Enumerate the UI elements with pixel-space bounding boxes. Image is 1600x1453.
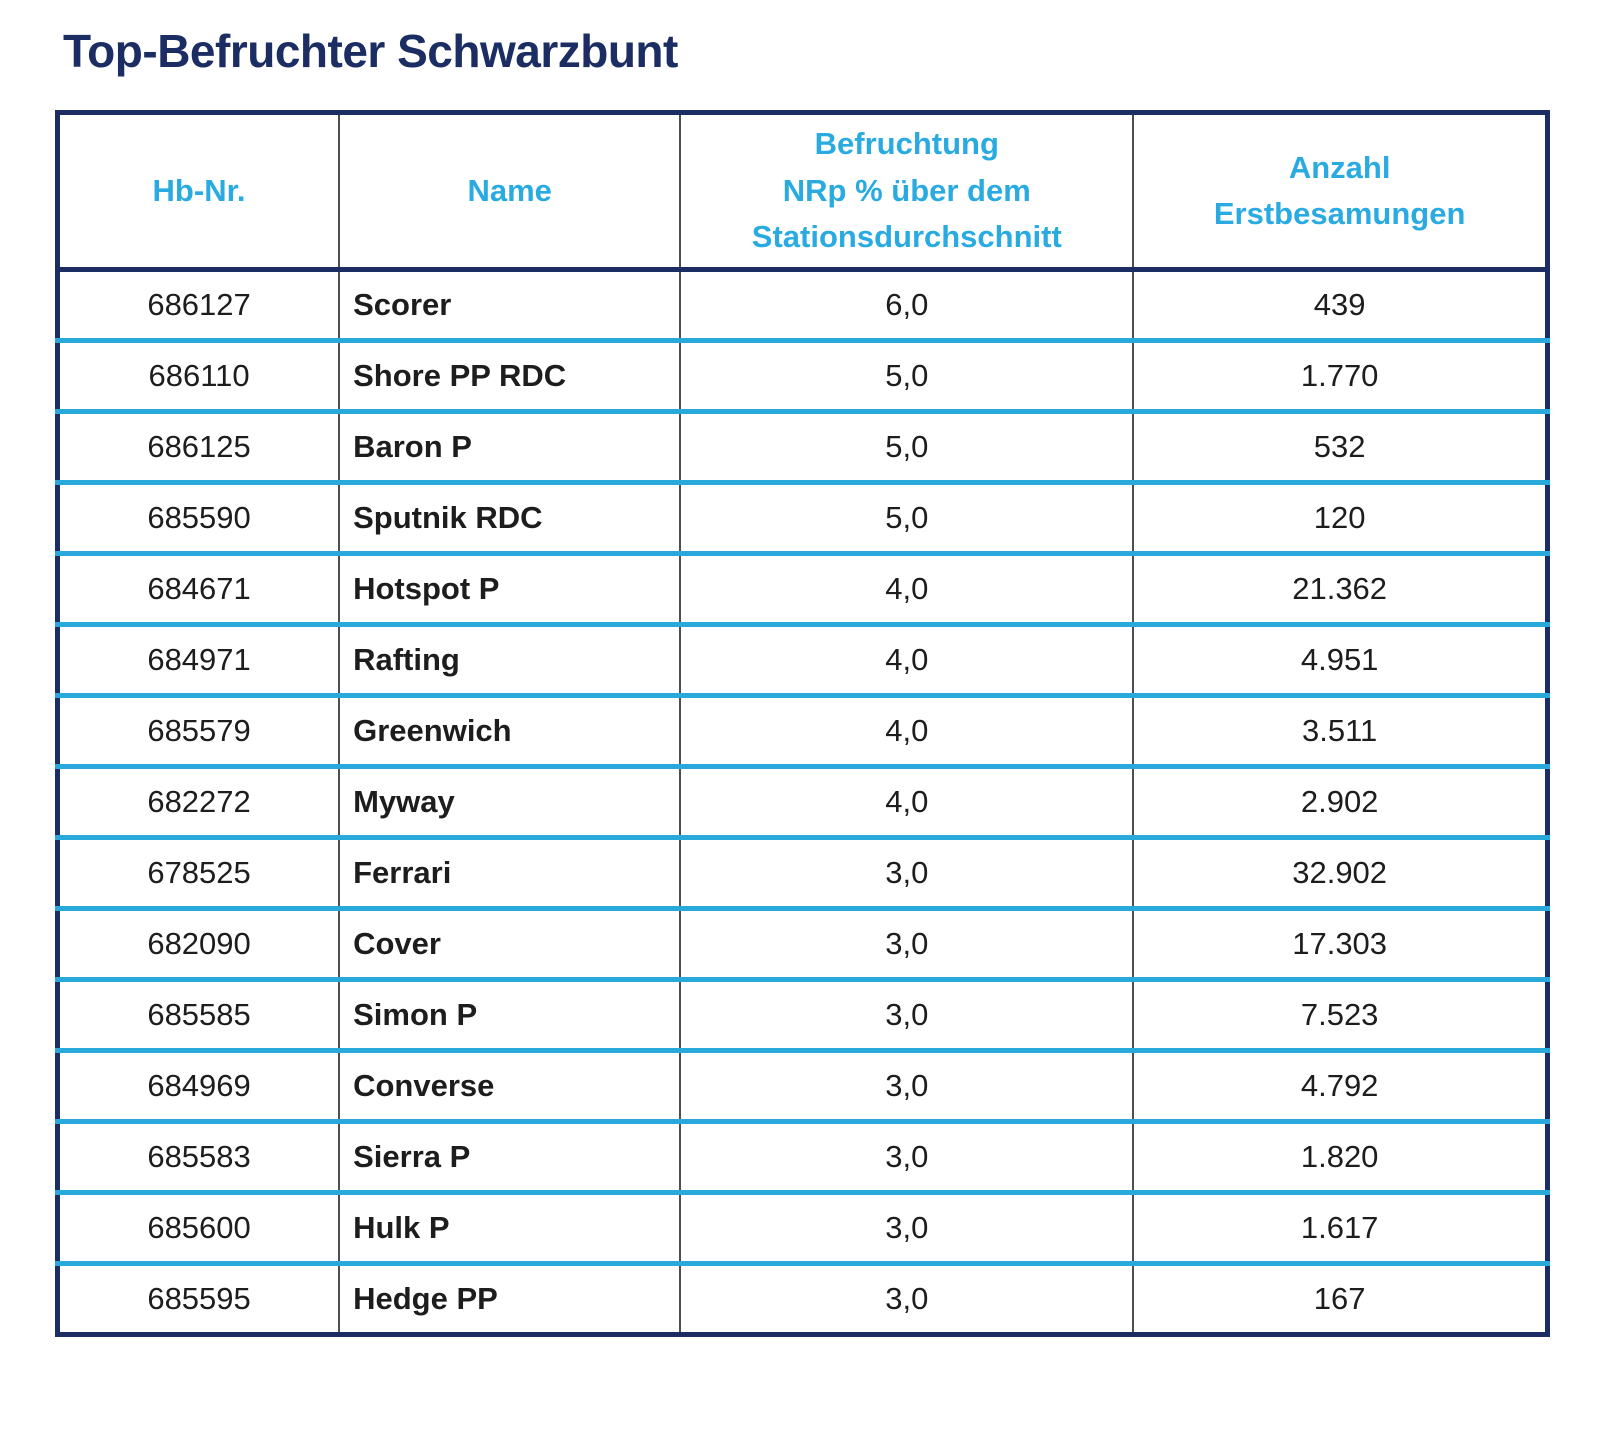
cell-name: Hotspot P [338,553,681,625]
cell-hb-nr: 685579 [147,713,251,748]
cell-name: Simon P [338,979,681,1051]
cell-erstbesamungen: 3.511 [1132,695,1548,767]
table-row: 678525 Ferrari 3,0 32.902 [57,837,1548,909]
cell-nrp-percent: 3,0 [679,979,1134,1051]
cell-erstbesamungen: 167 [1132,1263,1548,1335]
cell-hb-nr: 685595 [147,1281,251,1316]
table-row: 686127 Scorer 6,0 439 [58,269,1548,341]
cell-erstbesamungen: 120 [1132,482,1548,554]
cell-name: Cover [338,908,681,980]
table-row: 685583 Sierra P 3,0 1.820 [57,1121,1548,1193]
cell-hb-nr: 685585 [147,997,251,1032]
table-row: 684671 Hotspot P 4,0 21.362 [57,553,1548,625]
cell-nrp-percent: 4,0 [679,553,1134,625]
cell-name: Converse [338,1050,681,1122]
column-header-anzahl-erstbesamungen: Anzahl Erstbesamungen [1132,112,1548,270]
cell-name: Scorer [338,269,681,341]
page-title: Top-Befruchter Schwarzbunt [63,25,678,77]
cell-erstbesamungen: 439 [1132,269,1548,341]
table-row: 682090 Cover 3,0 17.303 [57,908,1548,980]
cell-erstbesamungen: 21.362 [1132,553,1548,625]
table-body: 686127 Scorer 6,0 439 686110 Shore PP RD… [57,269,1548,1335]
cell-nrp-percent: 6,0 [679,269,1134,341]
cell-erstbesamungen: 1.617 [1132,1192,1548,1264]
cell-name: Greenwich [338,695,681,767]
cell-name: Rafting [338,624,681,696]
table-row: 684971 Rafting 4,0 4.951 [57,624,1548,696]
cell-erstbesamungen: 32.902 [1132,837,1548,909]
cell-name: Baron P [338,411,681,483]
cell-hb-nr: 686125 [147,429,251,464]
cell-erstbesamungen: 1.820 [1132,1121,1548,1193]
table-row: 685585 Simon P 3,0 7.523 [57,979,1548,1051]
cell-nrp-percent: 3,0 [679,908,1134,980]
cell-hb-nr: 684969 [147,1068,251,1103]
cell-hb-nr: 684671 [147,571,251,606]
cell-name: Hedge PP [338,1263,681,1335]
cell-hb-nr: 685590 [147,500,251,535]
cell-erstbesamungen: 4.792 [1132,1050,1548,1122]
cell-name: Ferrari [338,837,681,909]
table-row: 685595 Hedge PP 3,0 167 [57,1263,1548,1335]
table-row: 682272 Myway 4,0 2.902 [57,766,1548,838]
cell-hb-nr: 686110 [148,358,250,393]
cell-nrp-percent: 5,0 [679,340,1134,412]
cell-nrp-percent: 3,0 [679,1192,1134,1264]
cell-name: Shore PP RDC [338,340,681,412]
cell-nrp-percent: 4,0 [679,695,1134,767]
cell-hb-nr: 685583 [147,1139,251,1174]
cell-nrp-percent: 5,0 [679,482,1134,554]
column-header-befruchtung-nrp: Befruchtung NRp % über dem Stationsdurch… [679,112,1134,270]
cell-nrp-percent: 3,0 [679,1121,1134,1193]
cell-name: Sputnik RDC [338,482,681,554]
table-row: 686125 Baron P 5,0 532 [57,411,1548,483]
table-row: 685590 Sputnik RDC 5,0 120 [57,482,1548,554]
table-row: 685600 Hulk P 3,0 1.617 [57,1192,1548,1264]
cell-name: Hulk P [338,1192,681,1264]
header-row: Hb-Nr. Name Befruchtung NRp % über dem S… [57,112,1548,270]
cell-hb-nr: 682272 [147,784,251,819]
cell-hb-nr: 682090 [147,926,251,961]
cell-name: Sierra P [338,1121,681,1193]
cell-hb-nr: 684971 [147,642,251,677]
column-header-name: Name [338,112,681,270]
cell-erstbesamungen: 17.303 [1132,908,1548,980]
cell-nrp-percent: 3,0 [679,1263,1134,1335]
table-row: 685579 Greenwich 4,0 3.511 [57,695,1548,767]
cell-hb-nr: 686127 [147,287,251,322]
cell-erstbesamungen: 2.902 [1132,766,1548,838]
cell-erstbesamungen: 532 [1132,411,1548,483]
cell-nrp-percent: 3,0 [679,837,1134,909]
cell-erstbesamungen: 1.770 [1132,340,1548,412]
cell-nrp-percent: 4,0 [679,624,1134,696]
cell-hb-nr: 685600 [147,1210,251,1245]
cell-name: Myway [338,766,681,838]
table-row: 684969 Converse 3,0 4.792 [57,1050,1548,1122]
column-header-hb-nr: Hb-Nr. [152,172,246,208]
cell-hb-nr: 678525 [147,855,251,890]
cell-nrp-percent: 5,0 [679,411,1134,483]
cell-erstbesamungen: 7.523 [1132,979,1548,1051]
table-row: 686110 Shore PP RDC 5,0 1.770 [57,340,1548,412]
top-befruchter-table: Hb-Nr. Name Befruchtung NRp % über dem S… [55,110,1550,1337]
cell-nrp-percent: 3,0 [679,1050,1134,1122]
cell-nrp-percent: 4,0 [679,766,1134,838]
cell-erstbesamungen: 4.951 [1132,624,1548,696]
